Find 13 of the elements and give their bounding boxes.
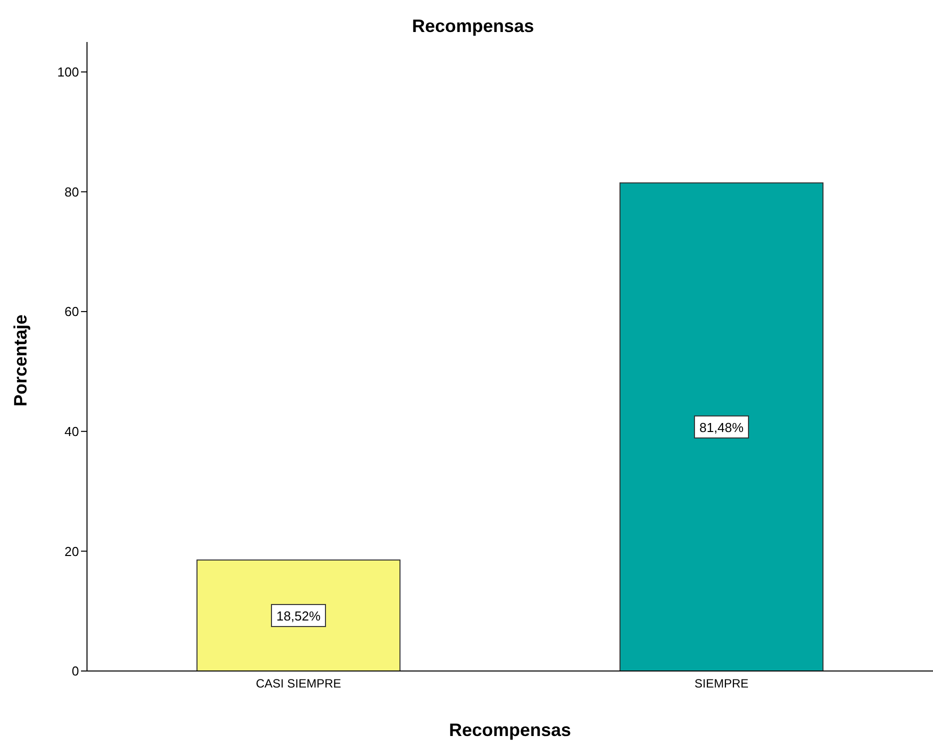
data-label: 81,48% [699, 420, 744, 435]
y-tick-label: 80 [64, 184, 79, 200]
y-tick-label: 0 [72, 664, 79, 679]
data-label: 18,52% [276, 608, 321, 624]
chart-title: Recompensas [412, 16, 534, 36]
y-tick-label: 100 [57, 64, 79, 80]
x-tick-label: CASI SIEMPRE [256, 676, 342, 691]
x-axis-title: Recompensas [448, 720, 572, 740]
y-tick-label: 40 [64, 424, 79, 439]
y-tick-label: 60 [64, 304, 79, 320]
x-tick-label: SIEMPRE [694, 676, 749, 691]
y-axis-title: Porcentaje [10, 314, 30, 406]
y-tick-label: 20 [64, 544, 79, 559]
